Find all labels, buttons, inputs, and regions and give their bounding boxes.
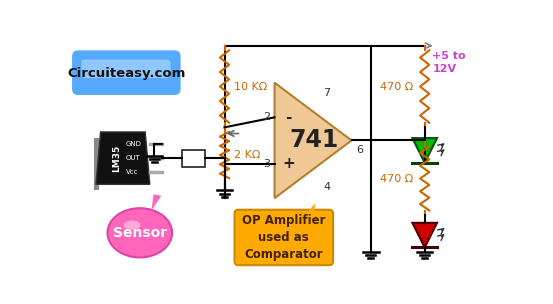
Text: 741: 741 xyxy=(289,128,338,152)
Polygon shape xyxy=(152,194,161,210)
Text: LM35: LM35 xyxy=(112,144,121,172)
Text: -: - xyxy=(285,110,291,125)
Text: +: + xyxy=(282,156,295,171)
Bar xyxy=(182,150,205,167)
Text: 470 Ω: 470 Ω xyxy=(380,81,413,92)
Text: Circuiteasy.com: Circuiteasy.com xyxy=(67,67,186,80)
FancyBboxPatch shape xyxy=(81,60,171,78)
Polygon shape xyxy=(413,223,437,247)
Text: 2 KΩ: 2 KΩ xyxy=(234,150,260,160)
Polygon shape xyxy=(96,132,150,184)
Polygon shape xyxy=(413,138,437,163)
Polygon shape xyxy=(95,138,99,191)
Polygon shape xyxy=(274,83,352,198)
Text: OUT: OUT xyxy=(126,155,140,161)
Text: 6: 6 xyxy=(356,145,363,155)
Text: 2: 2 xyxy=(263,112,270,122)
Text: Vcc: Vcc xyxy=(126,169,138,175)
Text: Sensor: Sensor xyxy=(113,226,167,240)
Text: 10 KΩ: 10 KΩ xyxy=(234,81,267,92)
Text: 3: 3 xyxy=(263,158,270,168)
Ellipse shape xyxy=(124,220,140,230)
Polygon shape xyxy=(304,203,316,217)
Text: GND: GND xyxy=(126,141,142,147)
Ellipse shape xyxy=(107,208,172,257)
Text: +5 to
12V: +5 to 12V xyxy=(432,51,466,74)
Text: 470 Ω: 470 Ω xyxy=(380,174,413,184)
Text: 4: 4 xyxy=(324,182,331,192)
FancyBboxPatch shape xyxy=(72,50,181,95)
FancyBboxPatch shape xyxy=(234,210,333,265)
Text: 7: 7 xyxy=(324,88,331,98)
Text: OP Amplifier
used as
Comparator: OP Amplifier used as Comparator xyxy=(242,214,326,261)
